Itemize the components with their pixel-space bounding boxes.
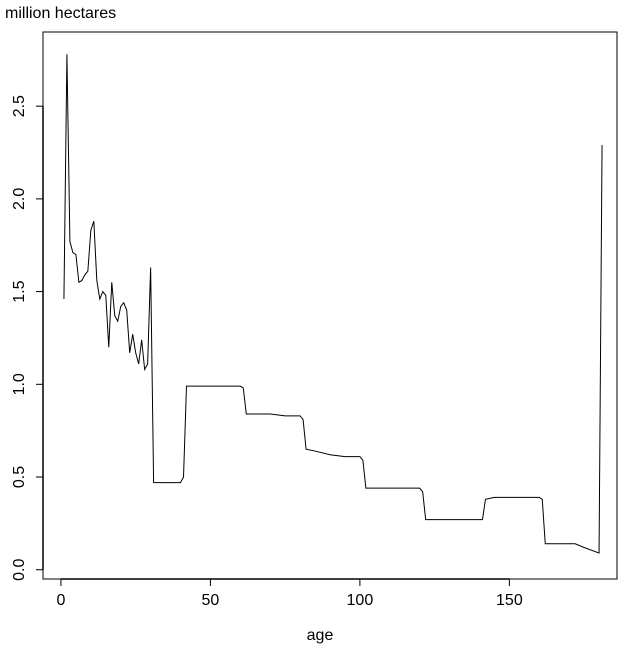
y-tick-label: 0.0 [11,559,28,581]
x-axis-title: age [307,627,334,644]
y-axis-title: million hectares [5,5,116,22]
x-tick-label: 100 [347,592,374,609]
y-tick-label: 1.5 [11,280,28,302]
y-tick-label: 1.0 [11,373,28,395]
x-tick-label: 150 [496,592,523,609]
y-tick-label: 2.0 [11,188,28,210]
series-line [63,54,603,554]
x-tick-label: 0 [56,592,65,609]
y-tick-label: 0.5 [11,466,28,488]
y-axis: 0.0 0.5 1.0 1.5 2.0 2.5 [11,95,44,581]
x-axis: 0 50 100 150 [56,578,523,609]
x-tick-label: 50 [202,592,220,609]
y-tick-label: 2.5 [11,95,28,117]
